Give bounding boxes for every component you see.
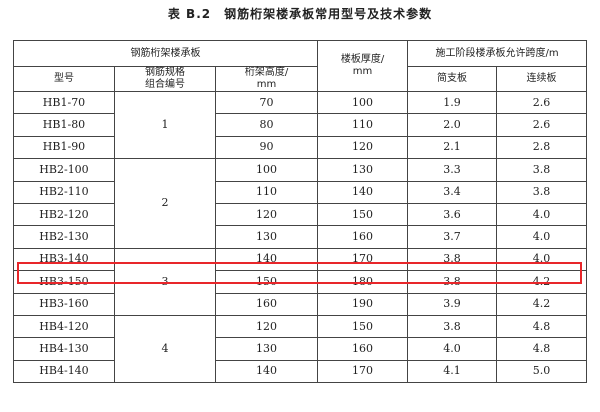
cell-height: 110: [214, 180, 319, 204]
table-row: HB3-140 3 140 170 3.8 4.0: [13, 247, 588, 316]
cell-continuous: 4.2: [496, 292, 588, 316]
cell-model: HB2-120: [13, 202, 115, 227]
spec-table: 钢筋桁架楼承板 楼板厚度/mm 施工阶段楼承板允许跨度/m 型号 钢筋规格 组合编…: [12, 40, 588, 384]
cell-simple: 2.1: [407, 135, 498, 160]
cell-model: HB1-80: [13, 113, 115, 137]
cell-simple: 3.3: [407, 158, 498, 182]
cell-thickness: 190: [317, 292, 409, 316]
cell-simple: 1.9: [407, 90, 498, 115]
header-height: 桁架高度/mm: [214, 66, 319, 92]
cell-model: HB1-70: [13, 90, 115, 115]
cell-thickness: 170: [317, 359, 409, 384]
cell-thickness: 170: [317, 247, 409, 272]
cell-continuous: 2.6: [496, 113, 588, 137]
cell-simple: 4.0: [407, 337, 498, 361]
cell-simple: 3.8: [407, 247, 498, 272]
cell-simple: 3.8: [407, 270, 498, 294]
cell-height: 150: [214, 270, 319, 294]
table-row: HB4-130 130 160 4.0 4.8: [13, 337, 588, 361]
cell-continuous: 2.6: [496, 90, 588, 115]
header-spec: 钢筋规格 组合编号: [114, 66, 216, 92]
cell-height: 90: [214, 135, 319, 160]
cell-continuous: 4.0: [496, 225, 588, 249]
cell-simple: 2.0: [407, 113, 498, 137]
cell-continuous: 4.2: [496, 270, 588, 294]
cell-continuous: 3.8: [496, 180, 588, 204]
cell-spec-group: 3: [114, 247, 216, 316]
cell-model: HB3-140: [13, 247, 115, 272]
cell-model: HB4-120: [13, 314, 115, 339]
table-row: HB2-100 2 100 130 3.3 3.8: [13, 158, 588, 249]
cell-simple: 3.7: [407, 225, 498, 249]
cell-thickness: 180: [317, 270, 409, 294]
cell-spec-group: 2: [114, 158, 216, 249]
cell-continuous: 2.8: [496, 135, 588, 160]
cell-height: 120: [214, 314, 319, 339]
cell-height: 80: [214, 113, 319, 137]
header-simple: 简支板: [407, 66, 498, 92]
cell-spec-group: 4: [114, 314, 216, 384]
cell-continuous: 4.0: [496, 202, 588, 227]
cell-continuous: 4.8: [496, 337, 588, 361]
cell-simple: 3.6: [407, 202, 498, 227]
cell-height: 160: [214, 292, 319, 316]
cell-height: 130: [214, 337, 319, 361]
cell-simple: 3.8: [407, 314, 498, 339]
cell-continuous: 4.8: [496, 314, 588, 339]
cell-height: 120: [214, 202, 319, 227]
cell-simple: 4.1: [407, 359, 498, 384]
header-thickness: 楼板厚度/mm: [317, 40, 409, 92]
cell-continuous: 3.8: [496, 158, 588, 182]
cell-model: HB2-130: [13, 225, 115, 249]
table-row: HB2-110 110 140 3.4 3.8: [13, 180, 588, 204]
cell-thickness: 160: [317, 225, 409, 249]
cell-continuous: 4.0: [496, 247, 588, 272]
table-row: HB1-90 90 120 2.1 2.8: [13, 135, 588, 160]
cell-thickness: 120: [317, 135, 409, 160]
header-group-left: 钢筋桁架楼承板: [12, 40, 319, 67]
cell-model: HB2-110: [13, 180, 115, 204]
cell-thickness: 140: [317, 180, 409, 204]
cell-continuous: 5.0: [496, 359, 588, 384]
cell-thickness: 150: [317, 314, 409, 339]
cell-thickness: 100: [317, 90, 409, 115]
cell-thickness: 160: [317, 337, 409, 361]
table-row: HB2-130 130 160 3.7 4.0: [13, 225, 588, 249]
table-row: HB4-120 4 120 150 3.8 4.8: [13, 314, 588, 384]
table-row: HB3-150 150 180 3.8 4.2: [13, 270, 588, 294]
header-group-right: 施工阶段楼承板允许跨度/m: [407, 40, 588, 67]
cell-height: 100: [214, 158, 319, 182]
cell-model: HB3-160: [13, 292, 115, 316]
cell-height: 140: [214, 247, 319, 272]
table-title: 表 B.2 钢筋桁架楼承板常用型号及技术参数: [167, 7, 433, 21]
cell-model: HB4-140: [13, 359, 115, 384]
cell-thickness: 110: [317, 113, 409, 137]
cell-model: HB3-150: [13, 270, 115, 294]
cell-thickness: 130: [317, 158, 409, 182]
header-model: 型号: [13, 66, 115, 92]
cell-model: HB2-100: [13, 158, 115, 182]
cell-height: 70: [214, 90, 319, 115]
cell-simple: 3.4: [407, 180, 498, 204]
table-row: HB3-160 160 190 3.9 4.2: [13, 292, 588, 316]
table-row: HB1-80 80 110 2.0 2.6: [13, 113, 588, 137]
cell-height: 140: [214, 359, 319, 384]
table-row: HB1-70 1 70 100 1.9 2.6: [13, 90, 588, 160]
cell-model: HB1-90: [13, 135, 115, 160]
cell-height: 130: [214, 225, 319, 249]
cell-simple: 3.9: [407, 292, 498, 316]
cell-model: HB4-130: [13, 337, 115, 361]
cell-spec-group: 1: [114, 90, 216, 160]
header-continuous: 连续板: [496, 66, 588, 92]
table-row: HB4-140 140 170 4.1 5.0: [13, 359, 588, 384]
table-body: HB1-70 1 70 100 1.9 2.6 HB1-80 80 110 2.0 2.6 HB1-9…: [13, 90, 588, 384]
table-row: HB2-120 120 150 3.6 4.0: [13, 202, 588, 227]
cell-thickness: 150: [317, 202, 409, 227]
